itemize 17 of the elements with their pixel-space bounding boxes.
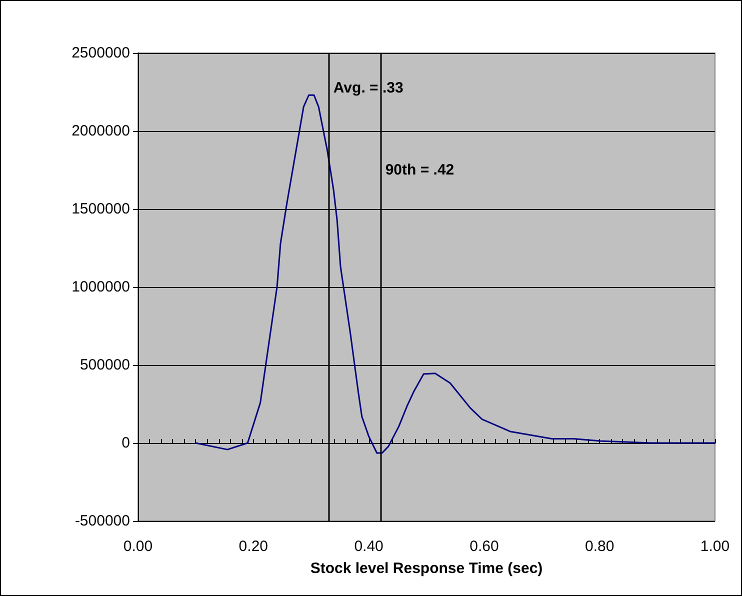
ref-line-label: Avg. = .33 [333, 80, 404, 97]
x-axis-title: Stock level Response Time (sec) [310, 560, 543, 577]
y-tick-label: 0 [122, 434, 130, 452]
line-series [194, 94, 716, 454]
ref-line-label: 90th = .42 [385, 162, 454, 178]
y-tick-label: 2000000 [72, 122, 130, 140]
x-tick-label: 0.00 [123, 538, 153, 555]
y-tick-label: 2500000 [72, 44, 130, 62]
y-tick-label: -500000 [74, 512, 130, 530]
y-tick-label: 1000000 [72, 278, 130, 296]
x-tick-label: 1.00 [700, 538, 730, 555]
x-tick-label: 0.60 [470, 538, 499, 555]
x-tick-label: 0.80 [585, 538, 614, 555]
x-tick-label: 0.40 [354, 538, 384, 555]
y-tick-label: 500000 [80, 356, 130, 374]
y-tick-label: 1500000 [72, 200, 130, 218]
x-tick-label: 0.20 [238, 538, 268, 555]
